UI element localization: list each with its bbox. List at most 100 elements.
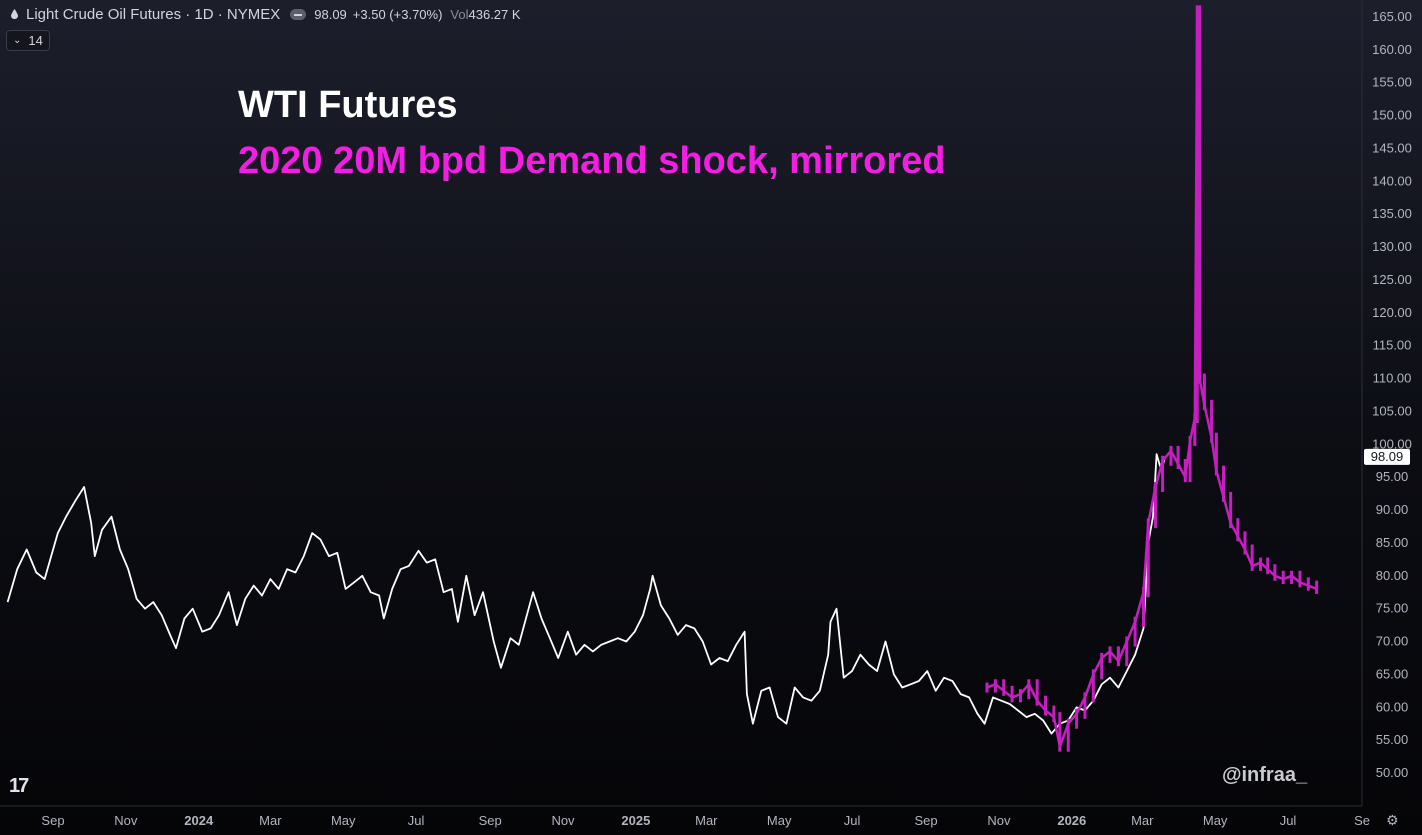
projection-segment (1142, 523, 1150, 593)
y-tick-label: 60.00 (1376, 699, 1409, 714)
chevron-down-icon: ⌄ (13, 35, 22, 46)
projection-segment (1229, 522, 1239, 537)
y-tick-label: 85.00 (1376, 535, 1409, 550)
x-tick-label: May (767, 813, 792, 828)
projection-segment (1307, 584, 1318, 591)
projection-segment (1067, 713, 1078, 725)
projection-segment (1222, 496, 1232, 524)
projection-segment (1161, 450, 1172, 462)
series-layer (6, 5, 1319, 752)
projection-segment (1027, 683, 1039, 702)
projection-segment (1044, 709, 1055, 719)
x-tick-label: Sep (915, 813, 938, 828)
market-status-icon[interactable] (290, 8, 307, 20)
last-price-badge (1364, 448, 1410, 465)
projection-segment (1036, 699, 1047, 712)
x-tick-label: 2025 (621, 813, 650, 828)
projection-segment (1198, 378, 1206, 406)
projection-segment (994, 683, 1005, 692)
indicator-toggle[interactable]: ⌄ 14 (6, 30, 50, 51)
projection-segment (1215, 470, 1225, 498)
x-tick-label: Jul (408, 813, 425, 828)
projection-segment (1125, 621, 1137, 643)
projection-segment (1290, 574, 1301, 584)
projection-segment (1282, 574, 1293, 581)
y-tick-label: 165.00 (1372, 9, 1412, 24)
y-tick-label: 115.00 (1373, 338, 1412, 353)
chart-subtitle: 2020 20M bpd Demand shock, mirrored (238, 140, 946, 182)
projection-segment (1011, 692, 1021, 699)
y-tick-label: 95.00 (1376, 469, 1409, 484)
projection-segment (1147, 486, 1157, 524)
y-tick-label: 90.00 (1376, 502, 1409, 517)
x-tick-label: Nov (987, 813, 1011, 828)
projection-segment (1169, 450, 1180, 465)
x-tick-label: May (331, 813, 356, 828)
author-watermark: @infraa_ (1222, 764, 1308, 786)
oil-drop-icon (11, 9, 18, 19)
chart-title: WTI Futures (238, 84, 458, 126)
projection-segment (1243, 548, 1254, 567)
projection-segment (1236, 535, 1247, 551)
projection-segment (1092, 657, 1103, 675)
last-price-marker: 98.09 (1364, 448, 1410, 465)
x-tick-label: Nov (114, 813, 138, 828)
projection-series (985, 5, 1319, 752)
y-tick-label: 135.00 (1372, 206, 1412, 221)
projection-segment (1154, 460, 1164, 488)
projection-segment (1251, 561, 1261, 568)
projection-segment (1109, 650, 1120, 663)
y-tick-label: 55.00 (1376, 732, 1409, 747)
y-tick-label: 65.00 (1376, 666, 1409, 681)
x-tick-label: 2024 (184, 813, 214, 828)
x-tick-label: May (1203, 813, 1228, 828)
symbol-header[interactable]: Light Crude Oil Futures · 1D · NYMEX 98.… (0, 0, 521, 28)
price-axis[interactable]: 50.00 55.00 60.00 65.00 70.00 75.00 80.00 85.00… (1372, 9, 1412, 780)
projection-segment (1002, 689, 1013, 699)
projection-segment (1259, 561, 1269, 571)
gear-icon[interactable]: ⚙ (1386, 812, 1399, 828)
tradingview-logo[interactable]: 17 (9, 775, 29, 797)
y-tick-label: 50.00 (1376, 765, 1409, 780)
y-tick-label: 105.00 (1372, 403, 1412, 418)
indicator-count: 14 (28, 33, 43, 48)
projection-segment (1274, 574, 1284, 581)
y-tick-label: 110.00 (1373, 371, 1412, 386)
time-axis[interactable]: Sep Nov 2024 Mar May Jul Sep Nov 2025 Mar May Jul Se… (41, 813, 1370, 828)
projection-segment (986, 683, 996, 689)
x-tick-label: Jul (844, 813, 861, 828)
projection-segment (1195, 10, 1201, 379)
projection-segment (1210, 437, 1218, 471)
last-price-value: 98.09 (314, 6, 347, 22)
price-change-value: +3.50 (+3.70%) (352, 6, 443, 22)
y-tick-label: 160.00 (1372, 42, 1412, 57)
last-price-text: 98.09 (1371, 449, 1404, 464)
projection-segment (1133, 591, 1145, 623)
projection-segment (1203, 404, 1213, 438)
x-tick-label: Nov (551, 813, 575, 828)
volume-value: 436.27 K (468, 6, 521, 22)
x-tick-label: Se (1354, 813, 1370, 828)
y-tick-label: 130.00 (1372, 239, 1412, 254)
y-tick-label: 150.00 (1372, 108, 1412, 123)
projection-segment (1019, 683, 1030, 695)
projection-segment (1058, 723, 1070, 748)
projection-segment (1266, 568, 1276, 577)
y-tick-label: 120.00 (1372, 305, 1412, 320)
y-tick-label: 140.00 (1372, 173, 1412, 188)
projection-segment (1299, 581, 1309, 587)
price-series-line (6, 453, 1166, 735)
y-tick-label: 100.00 (1372, 436, 1412, 451)
projection-segment (1100, 650, 1111, 659)
x-tick-label: Mar (695, 813, 718, 828)
volume-label: Vol (450, 6, 469, 22)
y-tick-label: 75.00 (1376, 601, 1409, 616)
x-tick-label: Jul (1280, 813, 1297, 828)
projection-segment (1075, 696, 1087, 715)
symbol-title[interactable]: Light Crude Oil Futures · 1D · NYMEX (26, 5, 281, 23)
projection-segment (1052, 716, 1062, 747)
projection-segment (1177, 463, 1187, 478)
projection-segment (1188, 417, 1197, 442)
projection-segment (1083, 673, 1095, 698)
